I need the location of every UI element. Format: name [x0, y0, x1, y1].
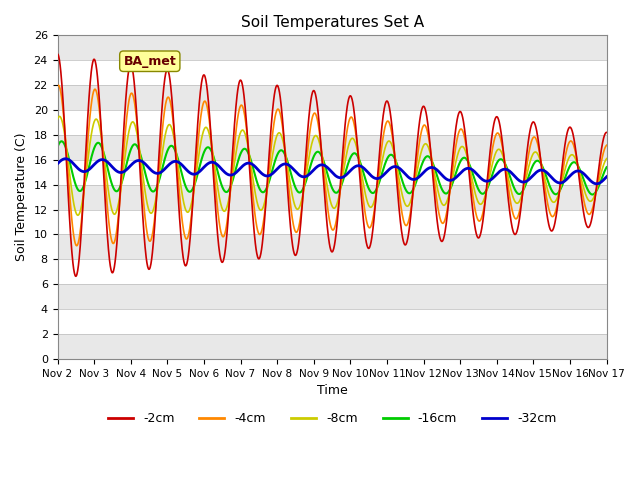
Bar — [58, 334, 607, 359]
X-axis label: Time: Time — [317, 384, 348, 397]
Bar — [58, 85, 607, 110]
Bar — [58, 259, 607, 284]
Bar — [58, 234, 607, 259]
Bar — [58, 135, 607, 160]
Y-axis label: Soil Temperature (C): Soil Temperature (C) — [15, 133, 28, 262]
Bar — [58, 160, 607, 185]
Bar — [58, 36, 607, 60]
Bar — [58, 210, 607, 234]
Bar — [58, 185, 607, 210]
Bar — [58, 60, 607, 85]
Legend: -2cm, -4cm, -8cm, -16cm, -32cm: -2cm, -4cm, -8cm, -16cm, -32cm — [103, 407, 561, 430]
Text: BA_met: BA_met — [124, 55, 176, 68]
Bar — [58, 309, 607, 334]
Title: Soil Temperatures Set A: Soil Temperatures Set A — [241, 15, 424, 30]
Bar — [58, 284, 607, 309]
Bar — [58, 110, 607, 135]
